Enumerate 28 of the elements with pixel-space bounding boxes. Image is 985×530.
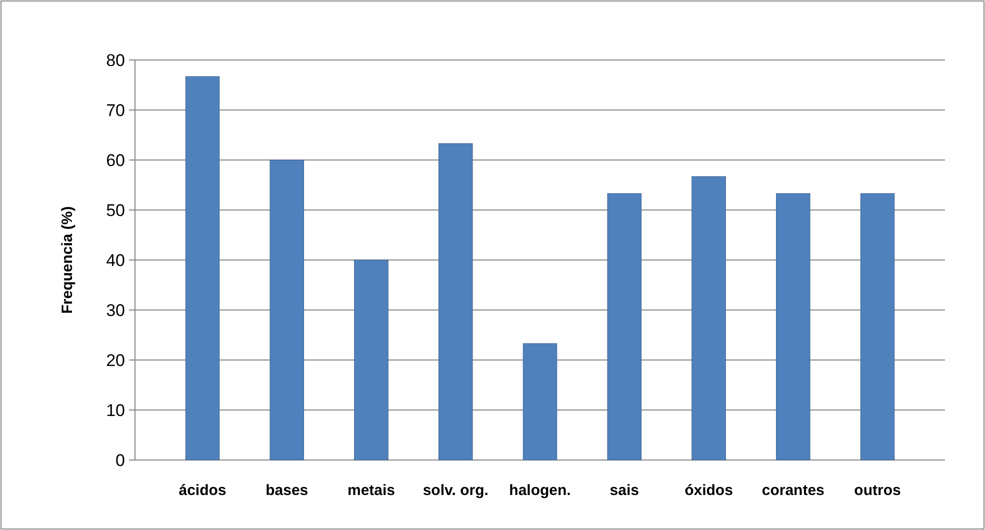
x-tick-label: solv. org. (422, 482, 488, 499)
y-axis-title: Frequencia (%) (59, 206, 76, 314)
bar (607, 193, 642, 460)
x-tick-label: corantes (762, 482, 824, 499)
bar (692, 176, 726, 460)
bar (270, 160, 304, 460)
y-tick-label: 50 (106, 200, 125, 220)
y-tick-label: 10 (106, 400, 125, 420)
y-tick-label: 40 (106, 250, 125, 270)
bar (354, 260, 388, 460)
y-tick-label: 30 (106, 300, 125, 320)
y-tick-label: 20 (106, 350, 125, 370)
x-tick-label: metais (347, 482, 396, 499)
x-tick-label: ácidos (178, 482, 226, 499)
y-tick-label: 0 (116, 450, 125, 470)
bar (438, 143, 473, 460)
bar (185, 76, 220, 460)
bar (776, 193, 810, 460)
y-tick-label: 60 (106, 150, 125, 170)
bar (522, 343, 558, 460)
y-tick-label: 80 (106, 50, 125, 70)
x-tick-label: outros (854, 482, 901, 499)
x-tick-label: bases (266, 482, 308, 499)
x-tick-label: halogen. (509, 482, 571, 499)
x-tick-label: óxidos (684, 482, 733, 499)
bar (860, 193, 895, 460)
x-tick-label: sais (610, 482, 639, 499)
y-tick-label: 70 (106, 100, 125, 120)
